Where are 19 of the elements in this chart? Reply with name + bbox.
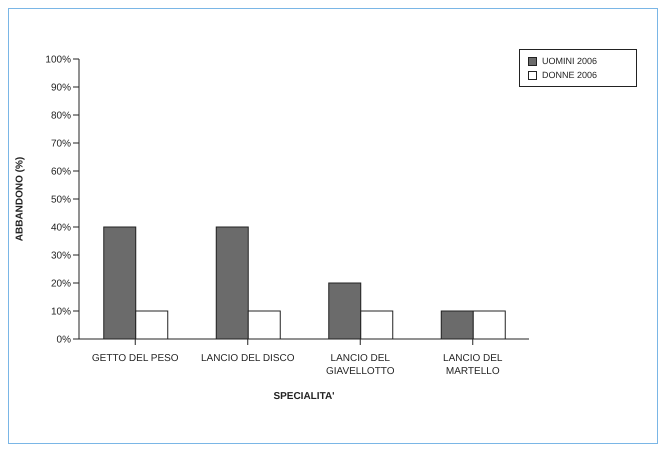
y-tick-label: 30% [50, 250, 72, 262]
y-tick-label: 90% [50, 82, 72, 94]
y-tick-label: 10% [50, 306, 72, 318]
legend-label: DONNE 2006 [542, 69, 598, 82]
y-tick-label: 50% [50, 194, 72, 206]
x-tick-label: LANCIO DEL GIAVELLOTTO [326, 353, 395, 377]
x-tick-label: LANCIO DEL MARTELLO [443, 353, 503, 377]
y-tick-label: 100% [45, 54, 72, 66]
y-tick-label: 70% [50, 138, 72, 150]
y-tick-label: 60% [50, 166, 72, 178]
legend-label: UOMINI 2006 [542, 55, 598, 68]
y-tick-label: 80% [50, 110, 72, 122]
y-tick-label: 0% [56, 334, 72, 346]
y-axis-title: ABBANDONO (%) [14, 156, 26, 242]
x-tick-label: LANCIO DEL DISCO [200, 353, 295, 364]
y-tick-label: 20% [50, 278, 72, 290]
x-tick-label: GETTO DEL PESO [92, 353, 179, 364]
x-axis-title: SPECIALITA' [273, 391, 335, 402]
y-tick-label: 40% [50, 222, 72, 234]
